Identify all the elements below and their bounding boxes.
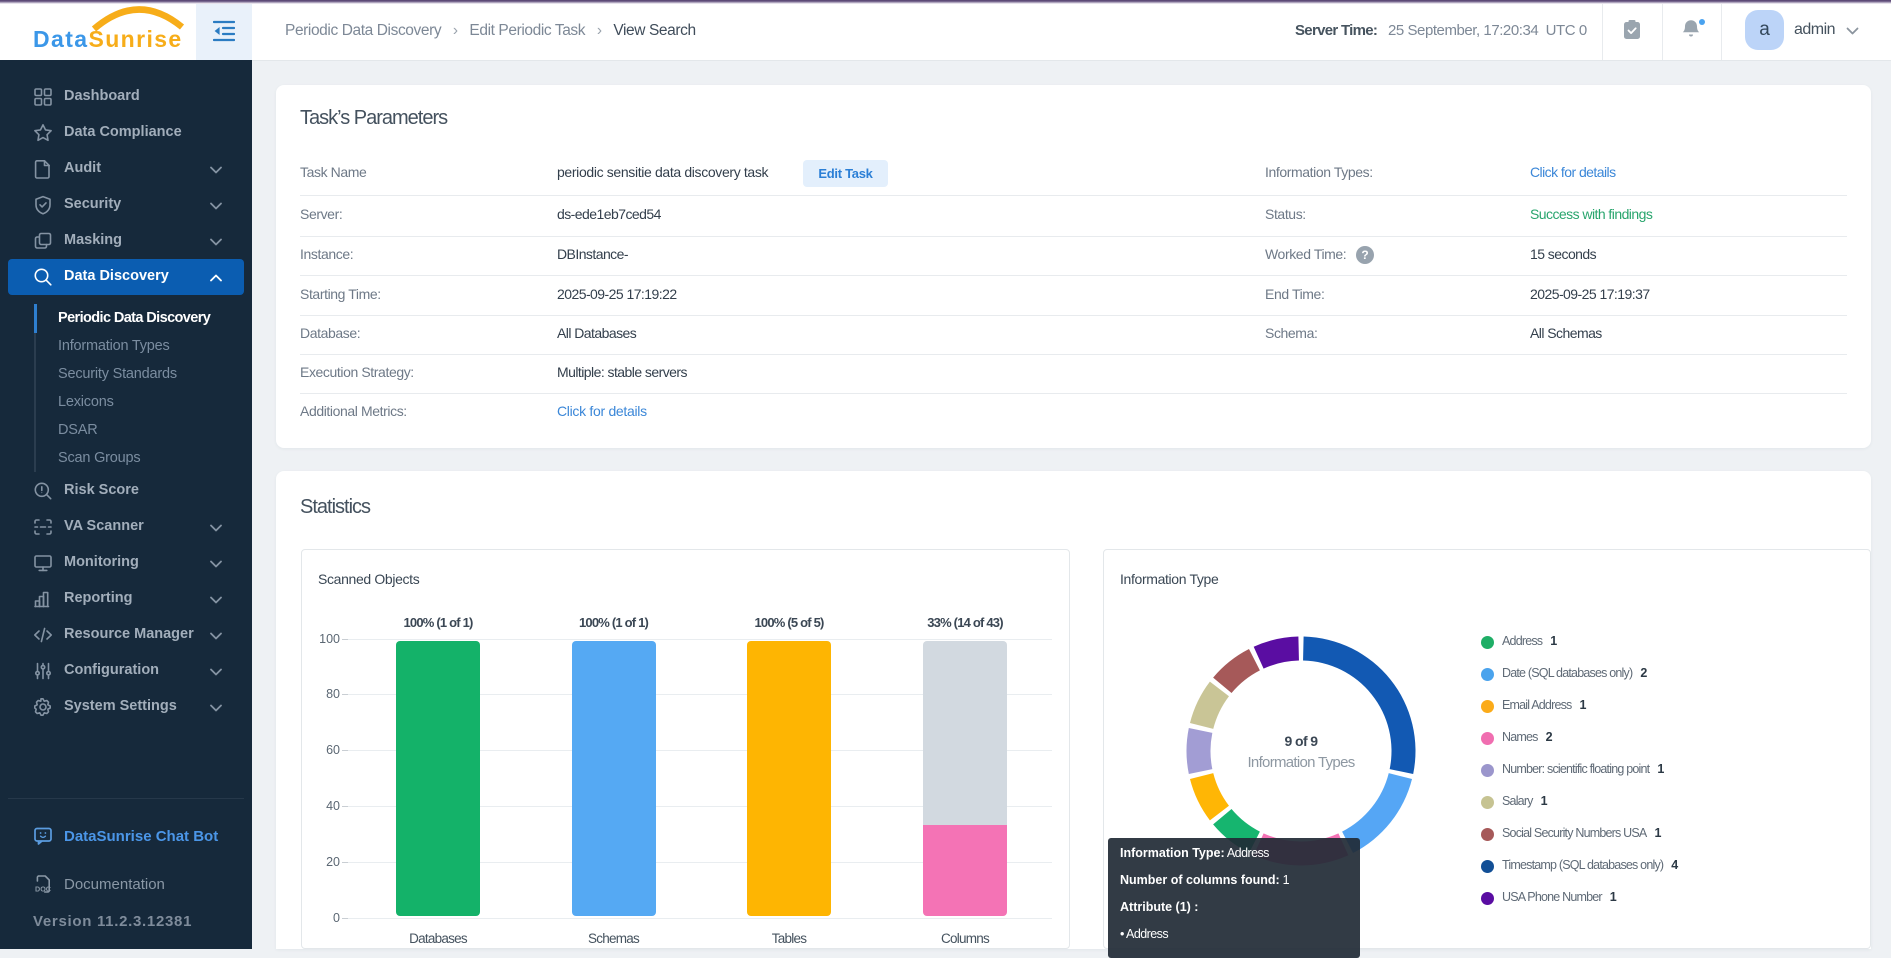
svg-text:DOC: DOC xyxy=(35,884,51,893)
